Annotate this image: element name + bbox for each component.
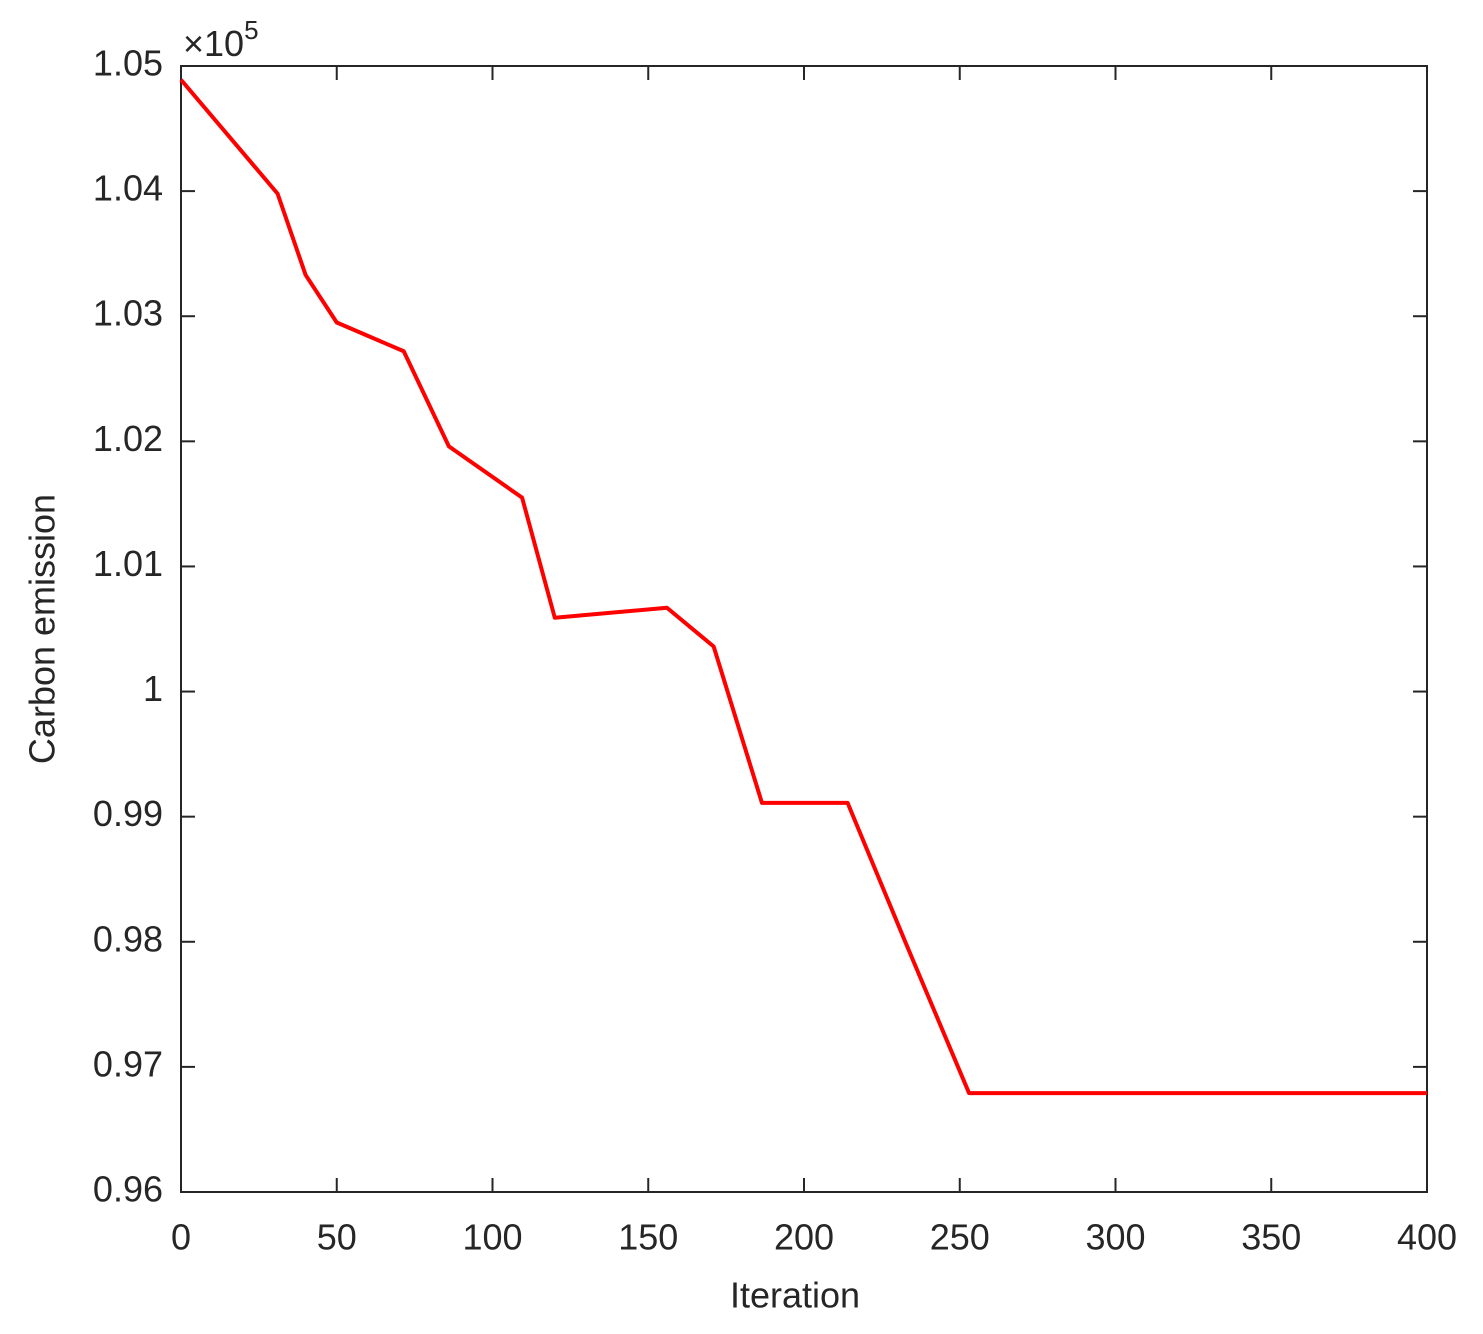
x-tick-label: 200	[774, 1217, 834, 1258]
x-tick-label: 350	[1241, 1217, 1301, 1258]
y-tick-label: 1.01	[93, 543, 163, 584]
y-tick-label: 0.96	[93, 1169, 163, 1210]
x-axis-label: Iteration	[730, 1275, 860, 1316]
plot-frame	[180, 65, 1428, 1193]
x-tick-label: 400	[1397, 1217, 1457, 1258]
y-axis-label: Carbon emission	[22, 494, 63, 764]
x-tick-label: 100	[462, 1217, 522, 1258]
multiplier-exponent: 5	[244, 15, 258, 45]
x-tick-label: 0	[171, 1217, 191, 1258]
x-tick-label: 150	[618, 1217, 678, 1258]
x-tick-label: 300	[1085, 1217, 1145, 1258]
y-tick-label: 0.98	[93, 918, 163, 959]
y-tick-label: 1.03	[93, 293, 163, 334]
multiplier-base: ×10	[183, 23, 244, 64]
y-multiplier: ×105	[183, 15, 259, 64]
y-tick-label: 1.02	[93, 418, 163, 459]
y-tick-label: 0.99	[93, 793, 163, 834]
x-tick-label: 50	[317, 1217, 357, 1258]
y-tick-label: 1	[143, 668, 163, 709]
y-tick-label: 0.97	[93, 1043, 163, 1084]
y-tick-label: 1.05	[93, 43, 163, 84]
x-tick-label: 250	[930, 1217, 990, 1258]
data-line	[179, 78, 1427, 1096]
y-tick-label: 1.04	[93, 168, 163, 209]
